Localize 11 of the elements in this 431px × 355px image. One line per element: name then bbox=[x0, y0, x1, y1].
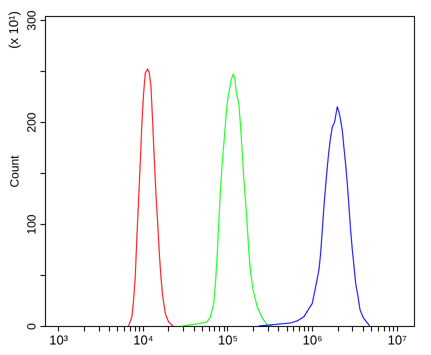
x-tick-label: 10⁷ bbox=[388, 332, 408, 348]
y-tick-label: 100 bbox=[24, 214, 38, 235]
y-tick-label: 0 bbox=[24, 322, 38, 330]
y-tick-label: 200 bbox=[24, 112, 38, 133]
x-tick-label: 10⁵ bbox=[218, 332, 238, 348]
x-tick-label: 10⁶ bbox=[302, 332, 322, 348]
x-tick-label: 10⁴ bbox=[133, 332, 154, 348]
x-tick-label: 10³ bbox=[49, 332, 69, 348]
text: (x 10¹) bbox=[6, 11, 21, 49]
y-tick-label: 300 bbox=[24, 10, 38, 31]
y-axis-title: Count bbox=[8, 154, 22, 188]
